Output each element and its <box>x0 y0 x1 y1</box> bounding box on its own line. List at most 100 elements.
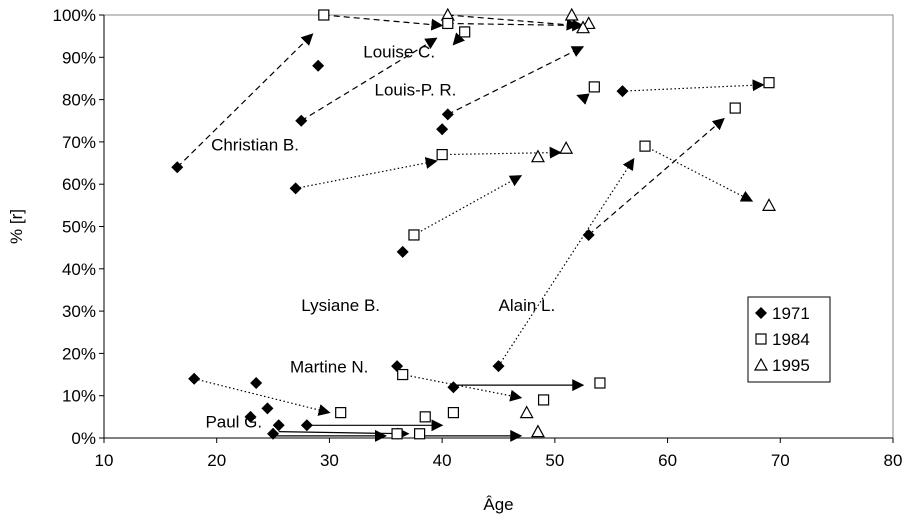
y-axis-title: % [r] <box>7 209 26 244</box>
point-1971 <box>244 410 257 423</box>
legend-marker-1971 <box>755 307 767 319</box>
arrows <box>176 14 765 442</box>
x-tick-label: 50 <box>545 451 564 470</box>
trajectory-arrow <box>447 14 579 31</box>
x-tick-label: 80 <box>884 451 903 470</box>
speaker-labels: Louise C. Christian B. Louis-P. R. Lysiane … <box>205 42 555 431</box>
y-tick-label: 40% <box>62 260 96 279</box>
trajectory-arrow <box>622 79 765 92</box>
point-1984 <box>588 81 600 93</box>
y-tick-label: 10% <box>62 387 96 406</box>
x-tick-label: 40 <box>433 451 452 470</box>
point-1995 <box>519 405 534 419</box>
trajectory-arrow <box>576 93 590 105</box>
x-tick-label: 10 <box>95 451 114 470</box>
point-1971 <box>492 360 505 373</box>
point-1971 <box>188 372 201 385</box>
y-tick-label: 80% <box>62 91 96 110</box>
speaker-label: Lysiane B. <box>301 296 380 315</box>
y-tick-label: 100% <box>53 6 96 25</box>
trajectory-arrow <box>278 427 410 440</box>
legend-marker-1995 <box>753 357 769 371</box>
point-1971 <box>447 381 460 394</box>
point-1971 <box>312 59 325 72</box>
point-1995 <box>559 140 574 154</box>
trajectory-arrow <box>413 175 523 236</box>
legend-label: 1971 <box>772 304 810 323</box>
point-1995 <box>530 149 545 163</box>
points <box>171 7 777 440</box>
point-1971 <box>616 85 629 98</box>
legend: 1971 1984 1995 <box>747 296 831 383</box>
point-1984 <box>419 411 431 423</box>
x-tick-label: 30 <box>320 451 339 470</box>
y-tick-label: 0% <box>71 429 96 448</box>
point-1984 <box>594 377 606 389</box>
x-tick-label: 60 <box>658 451 677 470</box>
point-1984 <box>335 407 347 419</box>
speaker-label: Louis-P. R. <box>375 80 457 99</box>
trajectory-arrow <box>442 146 562 159</box>
trajectory-arrow <box>194 378 331 416</box>
point-1995 <box>576 20 591 34</box>
point-1995 <box>564 7 579 21</box>
trajectory-arrow <box>323 14 444 31</box>
point-1971 <box>250 377 263 390</box>
trajectory-arrow <box>447 46 585 115</box>
trajectory-arrow <box>295 157 438 190</box>
trajectory-arrow <box>452 31 466 46</box>
trajectory-arrow <box>402 373 523 402</box>
point-1971 <box>436 123 449 136</box>
point-1984 <box>763 77 775 89</box>
trajectory-arrow <box>176 33 314 168</box>
speaker-label: Alain L. <box>499 296 556 315</box>
legend-label: 1984 <box>772 330 810 349</box>
point-1971 <box>582 228 595 241</box>
point-1971 <box>300 419 313 432</box>
trajectory-arrow <box>447 19 585 32</box>
point-1971 <box>272 419 285 432</box>
point-1984 <box>729 102 741 114</box>
point-1995 <box>762 198 777 211</box>
legend-label: 1995 <box>772 356 810 375</box>
trajectory-arrow <box>300 37 438 122</box>
y-tick-label: 70% <box>62 133 96 152</box>
point-1971 <box>295 114 308 127</box>
speaker-label: Martine N. <box>290 357 368 376</box>
point-1984 <box>414 428 426 440</box>
point-1984 <box>442 17 454 30</box>
point-1984 <box>318 9 330 21</box>
speaker-label: Paul G. <box>205 412 262 431</box>
point-1971 <box>171 161 184 174</box>
point-1984 <box>537 394 550 406</box>
point-1984 <box>391 428 403 440</box>
y-tick-label: 20% <box>62 344 96 363</box>
axes: 0% 10% 20% 30% 40% 50% 60% 70% 80% 90% 100% 10 20 30 4… <box>53 6 903 470</box>
speaker-label: Christian B. <box>211 135 299 154</box>
point-1984 <box>459 26 471 38</box>
speaker-label: Louise C. <box>363 42 435 61</box>
point-1984 <box>408 229 420 241</box>
trajectory-arrow <box>497 157 635 367</box>
trajectory-arrow <box>644 145 754 202</box>
y-tick-label: 60% <box>62 175 96 194</box>
point-1971 <box>441 108 454 121</box>
point-1995 <box>530 424 545 438</box>
point-1971 <box>267 427 280 440</box>
point-1984 <box>639 140 651 152</box>
y-tick-label: 50% <box>62 218 96 237</box>
point-1971 <box>289 182 302 195</box>
point-1984 <box>397 368 409 381</box>
x-axis-title: Âge <box>483 495 513 514</box>
x-tick-label: 20 <box>207 451 226 470</box>
legend-marker-1984 <box>755 333 767 345</box>
point-1984 <box>436 148 448 161</box>
point-1984 <box>447 407 460 419</box>
y-tick-label: 90% <box>62 48 96 67</box>
x-tick-label: 70 <box>771 451 790 470</box>
y-tick-label: 30% <box>62 302 96 321</box>
trajectory-arrow <box>588 117 725 236</box>
point-1971 <box>261 402 274 415</box>
point-1971 <box>396 245 409 258</box>
